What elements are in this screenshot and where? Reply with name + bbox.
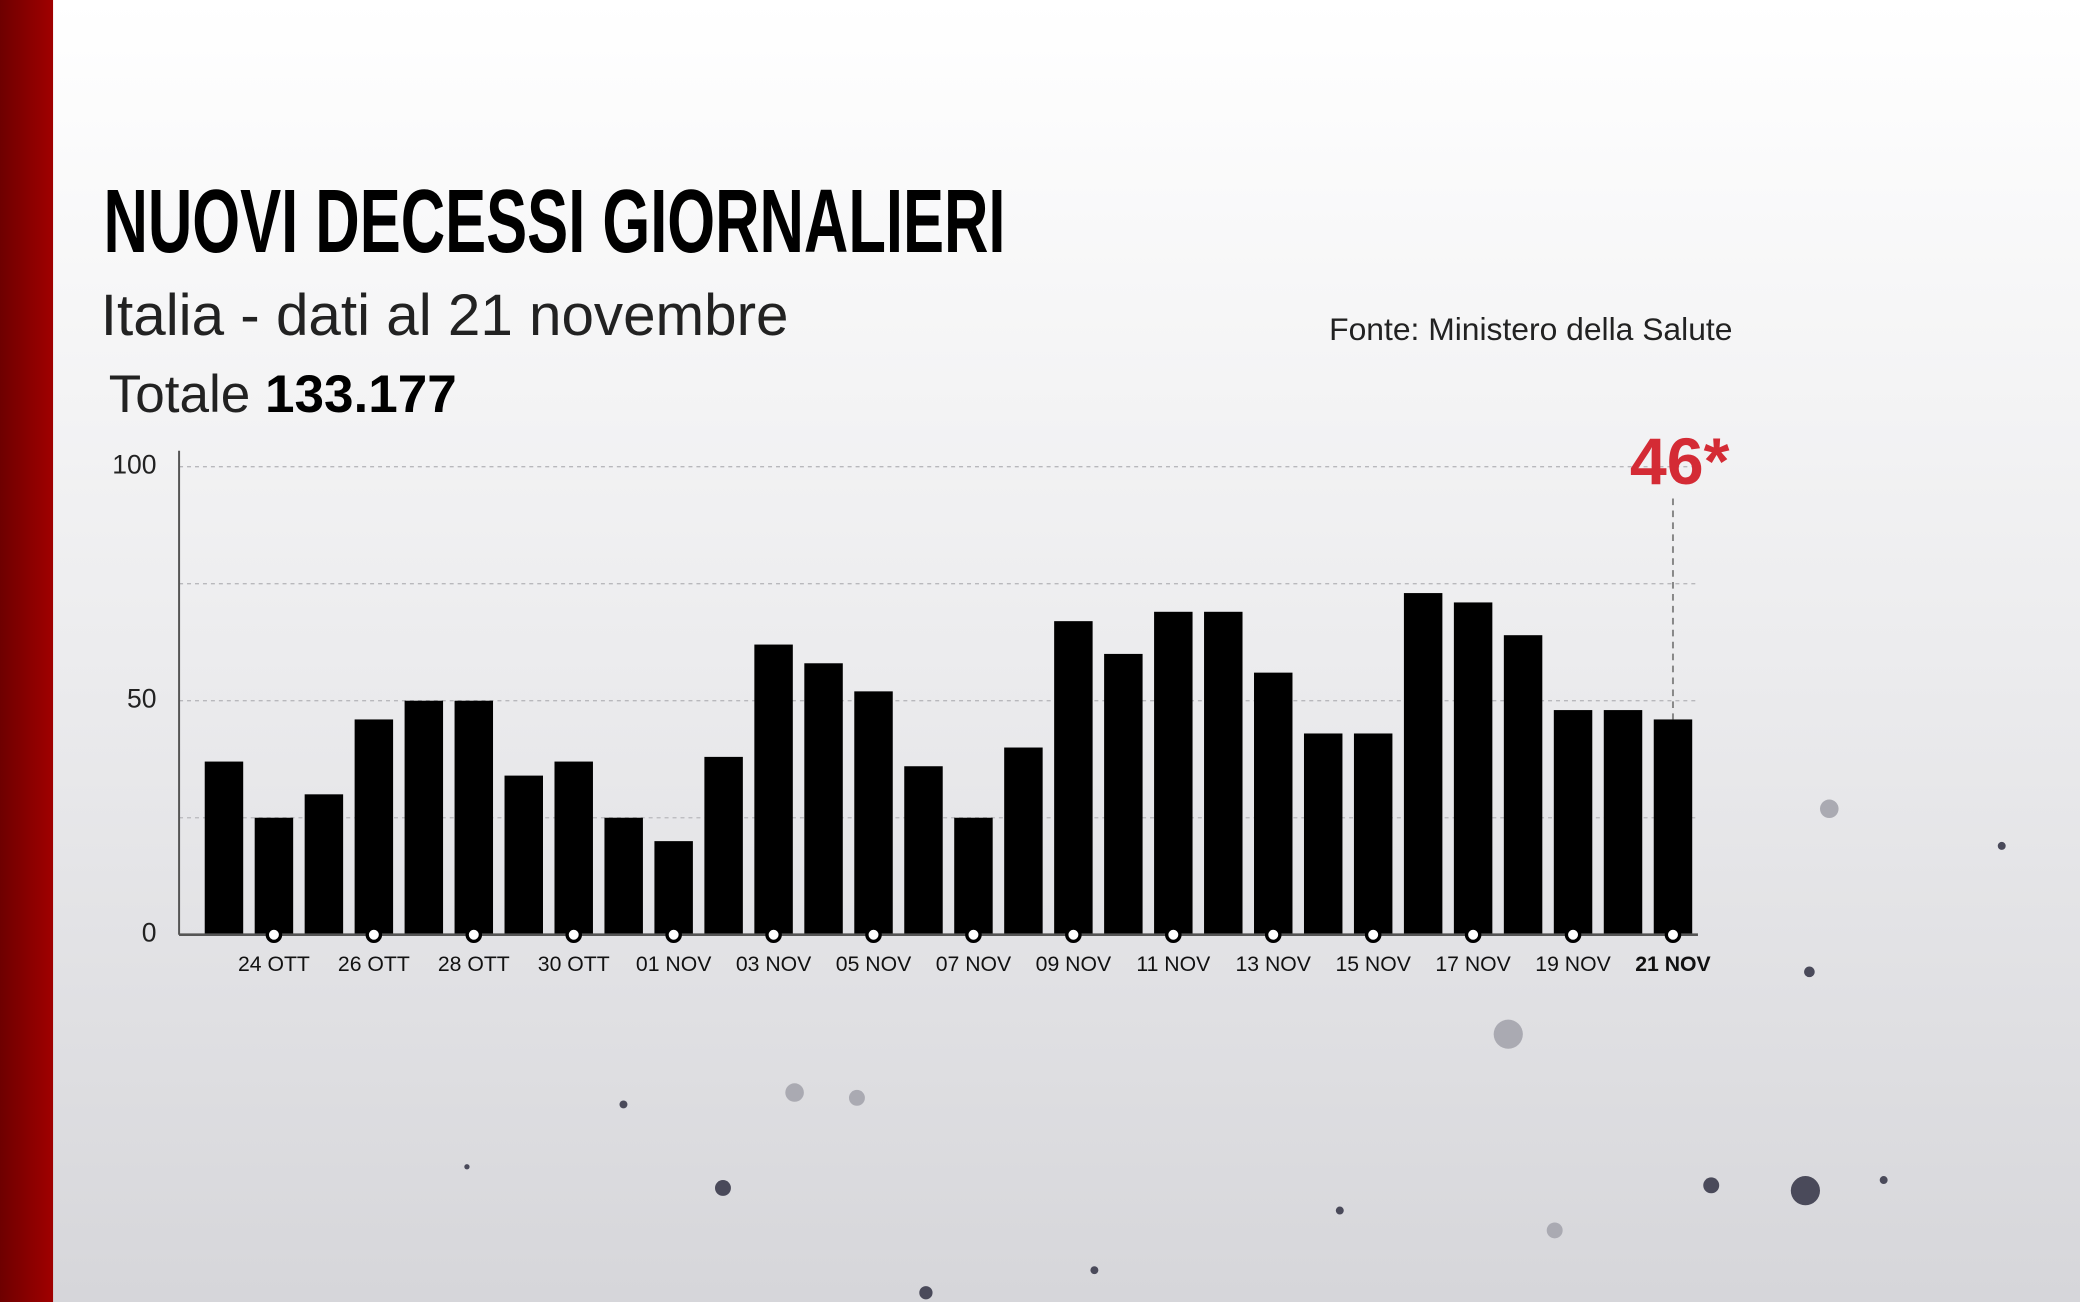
- bar: [1653, 719, 1693, 935]
- bar: [354, 719, 394, 935]
- bar: [204, 761, 244, 935]
- bar: [1403, 593, 1443, 935]
- x-tick-dot: [1065, 926, 1082, 944]
- x-tick-label: 13 NOV: [1236, 953, 1312, 976]
- chart-title: NUOVI DECESSI GIORNALIERI: [103, 171, 1005, 272]
- x-tick-label: 15 NOV: [1335, 953, 1411, 976]
- x-tick-dot: [465, 926, 483, 944]
- bar: [554, 761, 593, 935]
- x-tick-label: 21 NOV: [1635, 953, 1710, 976]
- bar: [1204, 611, 1243, 935]
- source: Fonte: Ministero della Salute: [1329, 311, 1732, 347]
- bar: [1154, 611, 1193, 935]
- bar: [704, 756, 743, 935]
- bar: [404, 700, 444, 935]
- x-tick-dot: [365, 926, 383, 944]
- bar: [754, 644, 793, 935]
- value-label: 46*: [1630, 425, 1730, 499]
- x-tick-label: 09 NOV: [1036, 953, 1112, 976]
- bar: [654, 841, 693, 935]
- bar: [604, 817, 643, 935]
- bar: [1553, 710, 1593, 935]
- x-tick-dot: [1564, 926, 1582, 944]
- x-tick-label: 19 NOV: [1535, 953, 1611, 976]
- x-tick-label: 07 NOV: [936, 953, 1012, 976]
- x-tick-dot: [965, 926, 982, 944]
- total-value: 133.177: [265, 365, 457, 424]
- bar: [304, 794, 344, 935]
- bar: [904, 766, 943, 935]
- y-tick-label: 100: [112, 450, 156, 480]
- bar: [1503, 635, 1543, 935]
- bar: [504, 775, 543, 935]
- x-tick-dot: [1364, 926, 1382, 944]
- x-tick-dot: [1664, 926, 1682, 944]
- x-tick-label: 28 OTT: [438, 953, 510, 976]
- x-tick-dot: [865, 926, 882, 944]
- x-tick-label: 24 OTT: [238, 953, 310, 976]
- bar: [1603, 710, 1643, 935]
- bar: [254, 817, 294, 935]
- bar: [1004, 747, 1043, 935]
- x-tick-label: 05 NOV: [836, 953, 912, 976]
- bar: [954, 817, 993, 935]
- bar: [1104, 653, 1143, 935]
- x-tick-label: 30 OTT: [538, 953, 610, 976]
- bar: [804, 663, 843, 935]
- x-tick-label: 01 NOV: [636, 953, 712, 976]
- x-tick-dot: [1464, 926, 1482, 944]
- bar: [854, 691, 893, 935]
- bar: [1303, 733, 1343, 935]
- bar: [454, 700, 494, 935]
- x-tick-dot: [1165, 926, 1182, 944]
- side-strip: [0, 0, 54, 1302]
- total: Totale 133.177: [109, 365, 457, 424]
- x-tick-dot: [665, 926, 682, 944]
- subtitle: Italia - dati al 21 novembre: [101, 283, 789, 348]
- y-tick-label: 0: [142, 918, 157, 948]
- bar: [1054, 621, 1093, 935]
- bar: [1453, 602, 1493, 935]
- bar: [1353, 733, 1393, 935]
- x-tick-label: 17 NOV: [1435, 953, 1511, 976]
- x-tick-label: 26 OTT: [338, 953, 410, 976]
- x-tick-dot: [565, 926, 583, 944]
- x-tick-dot: [1264, 926, 1282, 944]
- bar: [1254, 672, 1293, 935]
- x-tick-label: 11 NOV: [1136, 953, 1211, 976]
- x-tick-dot: [265, 926, 283, 944]
- total-label: Totale: [109, 365, 251, 424]
- y-tick-label: 50: [127, 684, 157, 714]
- decor-dots: [464, 799, 2006, 1300]
- x-tick-label: 03 NOV: [736, 953, 812, 976]
- x-tick-dot: [765, 926, 782, 944]
